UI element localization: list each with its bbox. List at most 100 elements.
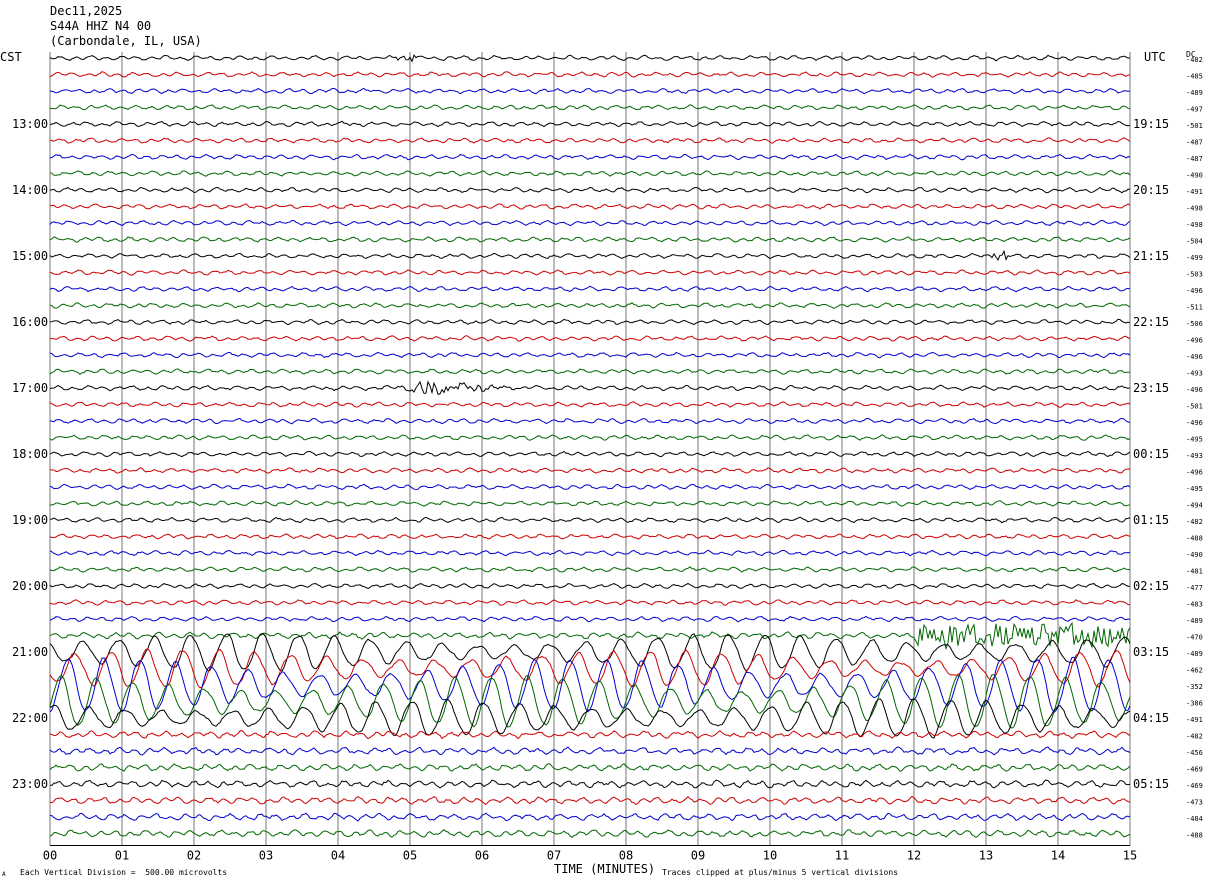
dc-offset-label: -482: [1186, 733, 1203, 741]
seismic-trace: [49, 674, 1131, 729]
dc-offset-label: -497: [1186, 106, 1203, 114]
seismic-trace: [49, 434, 1131, 441]
right-time-label: 05:15: [1133, 777, 1169, 791]
seismic-trace: [49, 269, 1131, 276]
right-time-label: 21:15: [1133, 249, 1169, 263]
dc-offset-label: -469: [1186, 782, 1203, 790]
dc-offset-label: -496: [1186, 287, 1203, 295]
left-time-label: 22:00: [12, 711, 48, 725]
dc-offset-label: -386: [1186, 700, 1203, 708]
x-tick-label: 00: [43, 849, 57, 863]
dc-header-label: DC: [1186, 50, 1196, 59]
right-time-label: 23:15: [1133, 381, 1169, 395]
dc-offset-label: -496: [1186, 353, 1203, 361]
right-time-label: 02:15: [1133, 579, 1169, 593]
dc-offset-label: -496: [1186, 337, 1203, 345]
dc-offset-label: -496: [1186, 469, 1203, 477]
dc-offset-label: -481: [1186, 568, 1203, 576]
dc-offset-label: -488: [1186, 832, 1203, 840]
dc-offset-label: -462: [1186, 667, 1203, 675]
seismic-trace: [49, 582, 1130, 590]
seismic-trace: [49, 318, 1131, 326]
right-time-label: 20:15: [1133, 183, 1169, 197]
dc-offset-label: -489: [1186, 617, 1203, 625]
x-tick-label: 02: [187, 849, 201, 863]
left-time-label: 20:00: [12, 579, 48, 593]
dc-offset-label: -489: [1186, 89, 1203, 97]
x-tick-label: 07: [547, 849, 561, 863]
seismic-trace: [49, 203, 1131, 210]
clip-note: Traces clipped at plus/minus 5 vertical …: [662, 868, 899, 877]
right-time-label: 19:15: [1133, 117, 1169, 131]
right-time-label: 04:15: [1133, 711, 1169, 725]
seismic-trace: [49, 829, 1131, 839]
dc-offset-label: -484: [1186, 815, 1203, 823]
left-time-label: 15:00: [12, 249, 48, 263]
dc-offset-label: -498: [1186, 205, 1203, 213]
seismic-trace: [49, 368, 1131, 375]
seismic-trace: [49, 549, 1131, 557]
corner-mark: A: [2, 871, 6, 878]
seismic-trace: [49, 335, 1131, 342]
dc-offset-label: -495: [1186, 485, 1203, 493]
dc-offset-label: -493: [1186, 370, 1203, 378]
dc-offset-label: -498: [1186, 221, 1203, 229]
right-time-label: 01:15: [1133, 513, 1169, 527]
seismic-trace: [49, 779, 1131, 789]
dc-offset-label: -490: [1186, 551, 1203, 559]
seismic-trace: [49, 87, 1131, 95]
dc-offset-label: -456: [1186, 749, 1203, 757]
seismic-trace: [49, 137, 1131, 144]
x-tick-label: 12: [907, 849, 921, 863]
x-tick-label: 14: [1051, 849, 1065, 863]
dc-offset-label: -473: [1186, 799, 1203, 807]
right-zone-label: UTC: [1144, 50, 1166, 64]
seismic-trace: [49, 795, 1131, 806]
dc-offset-label: -491: [1186, 716, 1203, 724]
seismic-trace: [49, 698, 1131, 739]
left-time-label: 17:00: [12, 381, 48, 395]
seismic-trace: [49, 236, 1131, 243]
header-station: S44A HHZ N4 00: [50, 19, 152, 33]
dc-offset-label: -352: [1186, 683, 1203, 691]
dc-offset-label: -493: [1186, 452, 1203, 460]
seismic-trace: [49, 302, 1131, 309]
seismic-trace: [49, 417, 1131, 425]
seismic-trace: [49, 500, 1131, 507]
seismic-trace: [49, 450, 1131, 458]
seismic-trace: [49, 621, 1131, 651]
left-time-label: 23:00: [12, 777, 48, 791]
seismic-trace: [49, 632, 1131, 672]
seismic-trace: [49, 401, 1131, 408]
seismic-trace: [49, 648, 1131, 689]
dc-offset-label: -503: [1186, 271, 1203, 279]
dc-offset-label: -482: [1186, 56, 1203, 64]
dc-offset-label: -491: [1186, 188, 1203, 196]
right-time-label: 00:15: [1133, 447, 1169, 461]
x-tick-label: 08: [619, 849, 633, 863]
seismic-trace: [49, 186, 1131, 194]
header-date: Dec11,2025: [50, 4, 123, 18]
dc-offset-label: -506: [1186, 320, 1203, 328]
dc-offset-label: -485: [1186, 73, 1203, 81]
seismic-trace: [49, 730, 1131, 740]
seismic-trace: [49, 483, 1131, 491]
seismic-trace: [49, 599, 1131, 606]
seismic-trace: [49, 615, 1131, 623]
x-tick-label: 13: [979, 849, 993, 863]
x-tick-label: 01: [115, 849, 129, 863]
seismic-trace: [49, 746, 1131, 756]
seismic-trace: [49, 533, 1131, 540]
x-tick-label: 04: [331, 849, 345, 863]
seismic-trace: [49, 285, 1131, 293]
x-tick-label: 06: [475, 849, 489, 863]
left-time-label: 18:00: [12, 447, 48, 461]
dc-offset-label: -488: [1186, 535, 1203, 543]
x-tick-label: 09: [691, 849, 705, 863]
right-time-label: 22:15: [1133, 315, 1169, 329]
dc-offset-label: -501: [1186, 403, 1203, 411]
seismic-trace: [49, 54, 1130, 63]
scale-note: Each Vertical Division = 500.00 microvol…: [20, 868, 228, 877]
x-tick-label: 15: [1123, 849, 1137, 863]
